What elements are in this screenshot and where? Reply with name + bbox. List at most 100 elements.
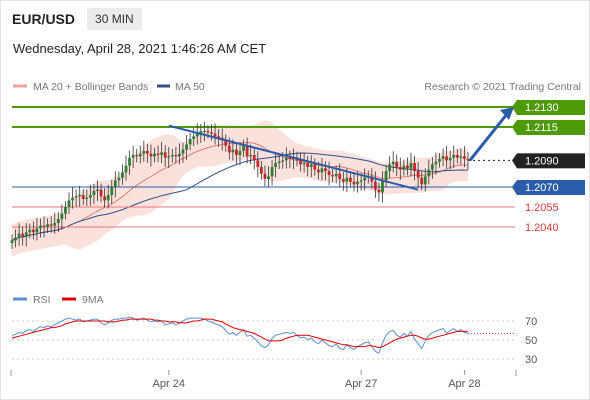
candle-body xyxy=(430,164,434,170)
candle-body xyxy=(42,225,46,227)
candle-body xyxy=(128,157,131,166)
candle-body xyxy=(391,161,395,165)
candle-body xyxy=(341,179,345,182)
candle-body xyxy=(39,225,42,229)
candle-body xyxy=(92,191,96,195)
candle-body xyxy=(299,160,302,165)
candle-body xyxy=(409,163,413,169)
candle-body xyxy=(14,237,17,241)
candle-body xyxy=(103,196,107,201)
candle-body xyxy=(306,163,310,167)
candle-body xyxy=(199,131,203,134)
candle-body xyxy=(281,160,285,162)
candle-body xyxy=(327,171,331,175)
rsi-series-rsi xyxy=(11,316,469,355)
candle-body xyxy=(466,159,470,161)
candle-body xyxy=(416,171,420,178)
rsi-tick-label: 50 xyxy=(525,335,537,347)
candle-body xyxy=(46,224,50,227)
level-badge-pointer-1.2090 xyxy=(512,153,517,169)
candle-body xyxy=(121,172,124,178)
projection-arrow-head xyxy=(500,107,514,120)
candle-body xyxy=(28,229,32,233)
candle-body xyxy=(277,161,281,163)
chart-header: EUR/USD 30 MIN xyxy=(12,8,142,30)
candle-body xyxy=(238,151,242,155)
rsi-tick-label: 70 xyxy=(525,316,537,328)
candle-body xyxy=(53,223,57,226)
candle-body xyxy=(445,156,449,161)
candle-body xyxy=(153,153,156,157)
candle-body xyxy=(163,152,167,158)
candle-body xyxy=(135,155,139,157)
candle-body xyxy=(74,196,78,198)
ma50-legend-label: MA 50 xyxy=(175,81,205,93)
timestamp: Wednesday, April 28, 2021 1:46:26 AM CET xyxy=(13,41,267,56)
candle-body xyxy=(56,219,60,223)
candle-body xyxy=(284,157,288,161)
bollinger-band xyxy=(12,120,468,257)
candle-body xyxy=(170,155,174,157)
candle-body xyxy=(288,157,292,159)
candle-body xyxy=(270,167,274,177)
candle-body xyxy=(313,164,317,170)
candle-body xyxy=(406,165,409,169)
timeframe-badge[interactable]: 30 MIN xyxy=(87,8,142,30)
candle-body xyxy=(413,163,416,171)
time-axis: Apr 24 Apr 27 Apr 28 xyxy=(10,370,517,390)
candle-body xyxy=(252,155,256,161)
candle-body xyxy=(185,144,188,150)
level-badge-pointer-1.2115 xyxy=(512,120,517,135)
candle-body xyxy=(64,207,67,214)
candle-body xyxy=(149,153,153,157)
candle-body xyxy=(67,200,71,207)
level-label-1.2130: 1.2130 xyxy=(525,102,559,114)
candle-body xyxy=(267,176,270,179)
candle-body xyxy=(174,155,178,157)
candle-body xyxy=(370,176,374,182)
level-label-1.2040: 1.2040 xyxy=(525,222,559,234)
candle-body xyxy=(402,165,406,170)
candle-body xyxy=(24,232,28,237)
trendline xyxy=(168,124,419,191)
candle-body xyxy=(388,164,392,171)
candle-body xyxy=(71,197,74,201)
candle-body xyxy=(320,168,324,173)
candle-body xyxy=(420,177,424,185)
candle-body xyxy=(10,240,14,243)
candle-body xyxy=(99,189,103,197)
candle-body xyxy=(331,175,335,177)
instrument-title: EUR/USD xyxy=(12,11,76,27)
candle-body xyxy=(441,156,445,159)
level-label-1.2055: 1.2055 xyxy=(525,202,559,214)
candle-body xyxy=(309,164,313,167)
rsi-series-9ma xyxy=(11,318,468,349)
candle-body xyxy=(160,152,164,155)
candle-body xyxy=(356,181,359,185)
candle-body xyxy=(131,155,135,158)
candle-body xyxy=(302,163,306,165)
bollinger-legend-label: MA 20 + Bollinger Bands xyxy=(33,81,148,93)
candle-body xyxy=(381,180,384,193)
level-badge-pointer-1.2130 xyxy=(512,100,517,115)
level-badge-pointer-1.2070 xyxy=(512,180,517,195)
candle-body xyxy=(459,156,463,158)
candle-body xyxy=(316,169,320,173)
candle-body xyxy=(245,145,249,157)
candle-body xyxy=(231,149,235,153)
candle-body xyxy=(345,177,349,182)
candle-body xyxy=(363,177,367,181)
candle-body xyxy=(438,159,441,162)
candle-body xyxy=(217,136,221,138)
level-label-1.2115: 1.2115 xyxy=(525,122,558,134)
candle-body xyxy=(117,177,121,181)
candle-body xyxy=(263,173,267,179)
candle-body xyxy=(96,189,99,191)
candle-body xyxy=(349,177,352,182)
candle-body xyxy=(249,155,253,157)
candle-body xyxy=(145,151,149,154)
candle-body xyxy=(31,229,35,233)
candle-body xyxy=(106,195,110,201)
level-badge-1.2090 xyxy=(517,153,585,169)
candle-body xyxy=(384,171,388,181)
